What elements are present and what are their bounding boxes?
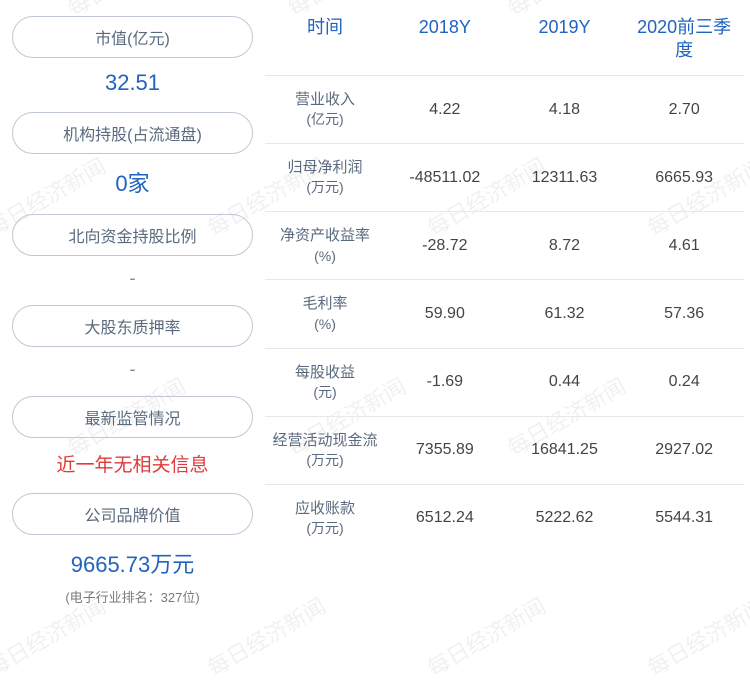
table-row: 应收账款(万元)6512.245222.625544.31 [265, 484, 744, 552]
data-cell: 2.70 [624, 76, 744, 144]
pill-value: - [12, 353, 253, 384]
data-cell: 0.44 [505, 348, 625, 416]
metric-cell: 应收账款(万元) [265, 484, 385, 552]
pill-label: 市值(亿元) [12, 16, 253, 58]
table-header-cell: 2020前三季度 [624, 6, 744, 76]
financial-table: 时间2018Y2019Y2020前三季度 营业收入(亿元)4.224.182.7… [265, 6, 744, 552]
pill-value: 32.51 [12, 64, 253, 100]
pill-label: 机构持股(占流通盘) [12, 112, 253, 154]
table-header-cell: 2018Y [385, 6, 505, 76]
table-row: 营业收入(亿元)4.224.182.70 [265, 76, 744, 144]
data-cell: 57.36 [624, 280, 744, 348]
table-row: 每股收益(元)-1.690.440.24 [265, 348, 744, 416]
table-row: 毛利率(%)59.9061.3257.36 [265, 280, 744, 348]
table-row: 净资产收益率(%)-28.728.724.61 [265, 212, 744, 280]
metric-cell: 净资产收益率(%) [265, 212, 385, 280]
data-cell: 7355.89 [385, 416, 505, 484]
data-cell: 4.61 [624, 212, 744, 280]
data-cell: 61.32 [505, 280, 625, 348]
data-cell: 12311.63 [505, 144, 625, 212]
data-cell: -1.69 [385, 348, 505, 416]
table-row: 归母净利润(万元)-48511.0212311.636665.93 [265, 144, 744, 212]
data-cell: 5222.62 [505, 484, 625, 552]
pill-value: 9665.73万元 [12, 541, 253, 583]
main-container: 市值(亿元) 32.51 机构持股(占流通盘) 0家北向资金持股比例 - 大股东质押率 - 最… [0, 0, 750, 667]
data-cell: 59.90 [385, 280, 505, 348]
metric-cell: 归母净利润(万元) [265, 144, 385, 212]
metric-cell: 营业收入(亿元) [265, 76, 385, 144]
pill-label: 公司品牌价值 [12, 493, 253, 535]
data-cell: 6665.93 [624, 144, 744, 212]
data-cell: 4.18 [505, 76, 625, 144]
pill-label: 北向资金持股比例 [12, 214, 253, 256]
data-cell: 6512.24 [385, 484, 505, 552]
data-cell: 8.72 [505, 212, 625, 280]
table-row: 经营活动现金流(万元)7355.8916841.252927.02 [265, 416, 744, 484]
data-cell: 5544.31 [624, 484, 744, 552]
table-header-row: 时间2018Y2019Y2020前三季度 [265, 6, 744, 76]
metric-cell: 经营活动现金流(万元) [265, 416, 385, 484]
pill-value: - [12, 262, 253, 293]
table-body: 营业收入(亿元)4.224.182.70归母净利润(万元)-48511.0212… [265, 76, 744, 552]
pill-value: 0家 [12, 160, 253, 202]
left-column: 市值(亿元) 32.51 机构持股(占流通盘) 0家北向资金持股比例 - 大股东质押率 - 最… [0, 0, 265, 667]
table-header-cell: 时间 [265, 6, 385, 76]
data-cell: 0.24 [624, 348, 744, 416]
data-cell: -28.72 [385, 212, 505, 280]
pill-label: 最新监管情况 [12, 396, 253, 438]
table-header-cell: 2019Y [505, 6, 625, 76]
metric-cell: 毛利率(%) [265, 280, 385, 348]
metric-cell: 每股收益(元) [265, 348, 385, 416]
right-column: 时间2018Y2019Y2020前三季度 营业收入(亿元)4.224.182.7… [265, 0, 750, 667]
data-cell: -48511.02 [385, 144, 505, 212]
pill-label: 大股东质押率 [12, 305, 253, 347]
data-cell: 2927.02 [624, 416, 744, 484]
pill-subtext: (电子行业排名：327位) [12, 587, 253, 606]
data-cell: 16841.25 [505, 416, 625, 484]
data-cell: 4.22 [385, 76, 505, 144]
pill-value: 近一年无相关信息 [12, 444, 253, 481]
